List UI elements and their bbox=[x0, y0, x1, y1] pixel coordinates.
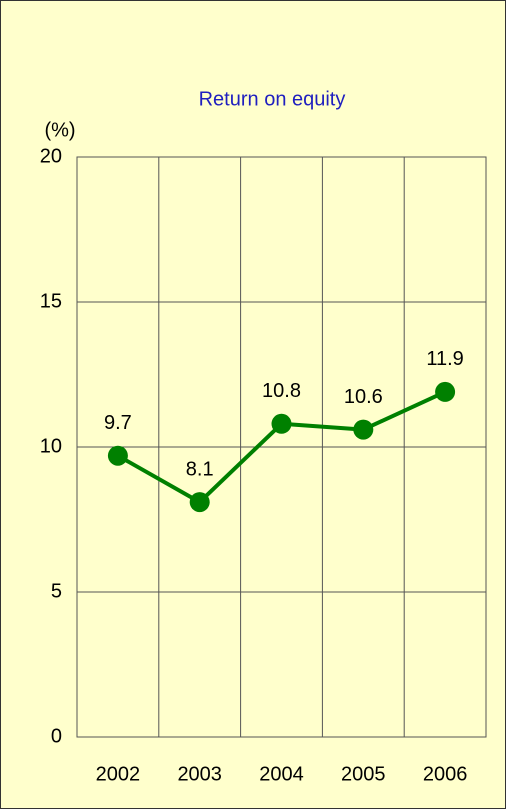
point bbox=[435, 381, 456, 402]
data-label: 8.1 bbox=[186, 458, 214, 480]
x-tick-label: 2005 bbox=[341, 763, 386, 785]
data-label: 11.9 bbox=[426, 348, 463, 370]
data-label: 9.7 bbox=[104, 412, 132, 434]
x-tick-label: 2004 bbox=[259, 763, 304, 785]
data-label: 10.6 bbox=[344, 386, 383, 408]
point bbox=[107, 445, 128, 466]
x-tick-label: 2003 bbox=[177, 763, 222, 785]
point bbox=[271, 413, 292, 434]
x-tick-label: 2006 bbox=[423, 763, 468, 785]
data-label: 10.8 bbox=[262, 380, 301, 402]
x-tick-label: 2002 bbox=[96, 763, 141, 785]
point bbox=[189, 492, 210, 513]
y-tick-label: 5 bbox=[51, 580, 62, 602]
y-tick-label: 10 bbox=[40, 435, 62, 457]
chart-title: Return on equity bbox=[199, 88, 346, 110]
y-tick-label: 0 bbox=[51, 725, 62, 747]
y-tick-label: 20 bbox=[40, 145, 62, 167]
y-axis-label: (%) bbox=[44, 119, 75, 141]
y-tick-label: 15 bbox=[40, 290, 62, 312]
point bbox=[353, 419, 374, 440]
